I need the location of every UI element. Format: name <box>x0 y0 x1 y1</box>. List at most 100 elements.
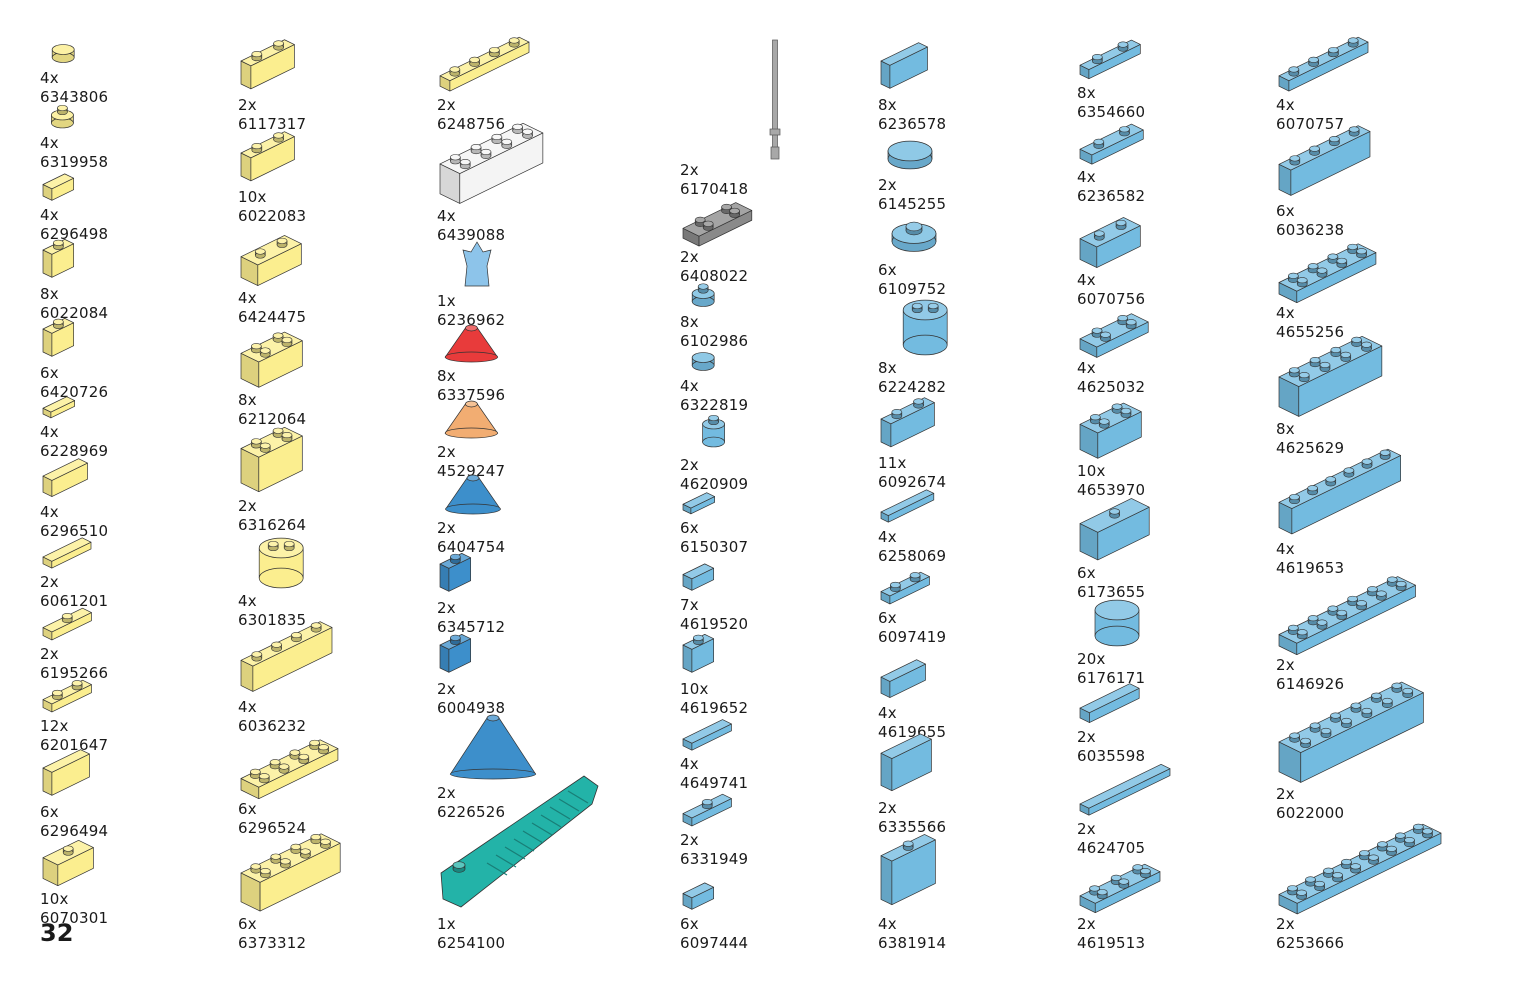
part-quantity: 6x <box>238 915 257 933</box>
part-icon <box>439 122 544 204</box>
part-icon <box>42 607 92 641</box>
part-entry: 6x 6097444 <box>680 864 758 952</box>
part-entry: 8x 6102986 <box>680 282 748 350</box>
part-element-id: 6109752 <box>878 280 947 298</box>
part-quantity: 6x <box>1077 564 1096 582</box>
part-icon <box>42 239 75 278</box>
part-element-id: 6070757 <box>1276 115 1345 133</box>
part-quantity: 2x <box>1276 785 1295 803</box>
part-quantity: 4x <box>40 69 59 87</box>
part-icon <box>42 749 90 796</box>
part-icon <box>902 299 948 356</box>
part-element-id: 4619653 <box>1276 559 1345 577</box>
part-icon <box>1079 763 1171 816</box>
part-entry: 2x 4624705 <box>1077 763 1177 857</box>
part-icon <box>1079 39 1141 80</box>
part-element-id: 4619652 <box>680 699 749 717</box>
part-quantity: 6x <box>680 519 699 537</box>
part-element-id: 6236578 <box>878 115 947 133</box>
part-element-id: 6036232 <box>238 717 307 735</box>
part-quantity: 8x <box>1276 420 1295 438</box>
part-quantity: 4x <box>1276 96 1295 114</box>
part-element-id: 6343806 <box>40 88 109 106</box>
part-quantity: 20x <box>1077 650 1106 668</box>
part-icon <box>444 474 502 515</box>
part-icon <box>462 241 492 287</box>
part-quantity: 6x <box>1276 202 1295 220</box>
part-entry: 4x 6070756 <box>1077 202 1184 308</box>
part-element-id: 6420726 <box>40 383 109 401</box>
part-icon <box>769 39 781 160</box>
part-quantity: 4x <box>878 915 897 933</box>
part-element-id: 6236582 <box>1077 187 1146 205</box>
part-icon <box>42 458 88 497</box>
part-entry: 2x 6404754 <box>437 472 509 556</box>
part-entry: 8x 4625629 <box>1276 335 1407 457</box>
part-quantity: 2x <box>680 831 699 849</box>
part-entry: 4x 6036232 <box>238 621 350 735</box>
part-icon <box>702 414 725 448</box>
part-element-id: 6022084 <box>40 304 109 322</box>
part-icon <box>439 36 530 92</box>
part-entry: 4x 6296498 <box>40 166 108 243</box>
part-entry: 4x 6296510 <box>40 452 118 540</box>
part-quantity: 2x <box>437 96 456 114</box>
part-entry: 2x 6248756 <box>437 36 537 133</box>
part-quantity: 2x <box>437 443 456 461</box>
part-element-id: 6070756 <box>1077 290 1146 308</box>
part-entry: 1x 6254100 <box>437 764 602 952</box>
part-entry: 4x 4625032 <box>1077 306 1159 396</box>
part-element-id: 6022083 <box>238 207 307 225</box>
part-quantity: 2x <box>437 784 456 802</box>
parts-column: 2x 6117317 10x 6022083 4x 6424475 8x 6212064 2x 6… <box>238 0 438 984</box>
part-element-id: 6097419 <box>878 628 947 646</box>
part-element-id: 6354660 <box>1077 103 1146 121</box>
part-icon <box>880 733 932 792</box>
part-element-id: 6381914 <box>878 934 947 952</box>
part-quantity: 1x <box>437 915 456 933</box>
part-icon <box>444 324 499 363</box>
part-icon <box>240 131 295 182</box>
part-element-id: 6061201 <box>40 592 109 610</box>
part-quantity: 6x <box>40 803 59 821</box>
part-icon <box>42 396 75 419</box>
parts-column: 2x 6170418 2x 6408022 8x 6102986 4x 6322819 2x 46… <box>680 0 880 984</box>
part-icon <box>891 221 937 252</box>
part-element-id: 6296510 <box>40 522 109 540</box>
part-icon <box>1278 243 1377 304</box>
part-element-id: 6176171 <box>1077 669 1146 687</box>
part-quantity: 6x <box>680 915 699 933</box>
parts-column: 4x 6070757 6x 6036238 4x 4655256 8x 4625629 4x 46… <box>1276 0 1476 984</box>
part-entry: 4x 6439088 <box>437 122 567 244</box>
part-quantity: 10x <box>680 680 709 698</box>
part-element-id: 6228969 <box>40 442 109 460</box>
part-entry: 2x 6226526 <box>437 712 549 821</box>
parts-column: 4x 6343806 4x 6319958 4x 6296498 8x 6022084 6x 64… <box>40 0 240 984</box>
part-icon <box>682 719 732 751</box>
part-quantity: 4x <box>238 592 257 610</box>
part-quantity: 6x <box>40 364 59 382</box>
part-icon <box>1278 576 1416 656</box>
part-icon <box>1079 123 1144 165</box>
part-entry: 6x 6173655 <box>1077 498 1179 601</box>
part-element-id: 6022000 <box>1276 804 1345 822</box>
part-quantity: 2x <box>1276 656 1295 674</box>
part-element-id: 6301835 <box>238 611 307 629</box>
part-entry: 10x 6070301 <box>40 836 123 927</box>
part-entry: 2x 4529247 <box>437 398 506 480</box>
part-element-id: 6070301 <box>40 909 109 927</box>
part-entry: 2x 6170418 <box>680 39 870 198</box>
part-element-id: 6248756 <box>437 115 506 133</box>
part-quantity: 1x <box>437 292 456 310</box>
part-element-id: 6373312 <box>238 934 307 952</box>
part-icon <box>1278 823 1442 915</box>
part-entry: 2x 6345712 <box>437 548 515 636</box>
part-element-id: 4619655 <box>878 723 947 741</box>
part-element-id: 6258069 <box>878 547 947 565</box>
part-quantity: 12x <box>40 717 69 735</box>
part-entry: 4x 6258069 <box>878 488 946 565</box>
part-quantity: 8x <box>40 285 59 303</box>
part-element-id: 6337596 <box>437 386 506 404</box>
part-element-id: 6170418 <box>680 180 749 198</box>
part-icon <box>880 489 935 523</box>
